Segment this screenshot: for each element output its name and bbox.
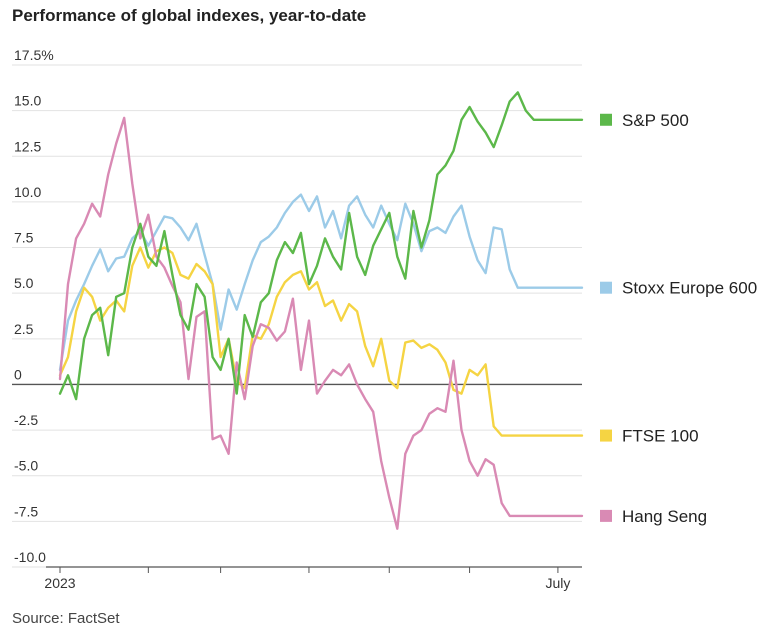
legend-label: Hang Seng (622, 507, 707, 526)
y-tick-label: 12.5 (14, 138, 41, 154)
legend-label: S&P 500 (622, 111, 689, 130)
y-tick-label: 0 (14, 366, 22, 382)
legend-label: Stoxx Europe 600 (622, 279, 757, 298)
chart-title: Performance of global indexes, year-to-d… (12, 6, 367, 25)
series-lines (58, 91, 584, 530)
y-tick-label: 7.5 (14, 230, 34, 246)
legend-swatch (600, 113, 612, 126)
x-tick-label: July (545, 575, 570, 591)
legend-swatch (600, 281, 612, 294)
legend-swatch (600, 429, 612, 442)
series-line-0 (58, 91, 584, 401)
series-line-2 (58, 246, 584, 437)
y-tick-label: 2.5 (14, 321, 34, 337)
series-line-3 (58, 116, 584, 530)
legend-label: FTSE 100 (622, 427, 699, 446)
legend-swatch (600, 509, 612, 522)
y-tick-label: -10.0 (14, 549, 46, 565)
y-tick-label: -7.5 (14, 503, 38, 519)
y-tick-label: 17.5% (14, 47, 54, 63)
legend: S&P 500 Stoxx Europe 600 FTSE 100 Hang Seng (600, 111, 757, 526)
y-tick-label: 10.0 (14, 184, 41, 200)
y-tick-label: -2.5 (14, 412, 38, 428)
x-tick-label: 2023 (44, 575, 75, 591)
y-axis-ticks: 17.5% 15.0 12.5 10.0 7.5 5.0 2.5 0 -2.5 -5.0 -7.5 -… (14, 47, 54, 565)
y-tick-label: 15.0 (14, 93, 41, 109)
y-tick-label: 5.0 (14, 275, 34, 291)
y-tick-label: -5.0 (14, 458, 38, 474)
series-line-1 (58, 193, 584, 372)
x-axis: 2023 July (44, 566, 582, 591)
source-note: Source: FactSet (12, 610, 120, 627)
